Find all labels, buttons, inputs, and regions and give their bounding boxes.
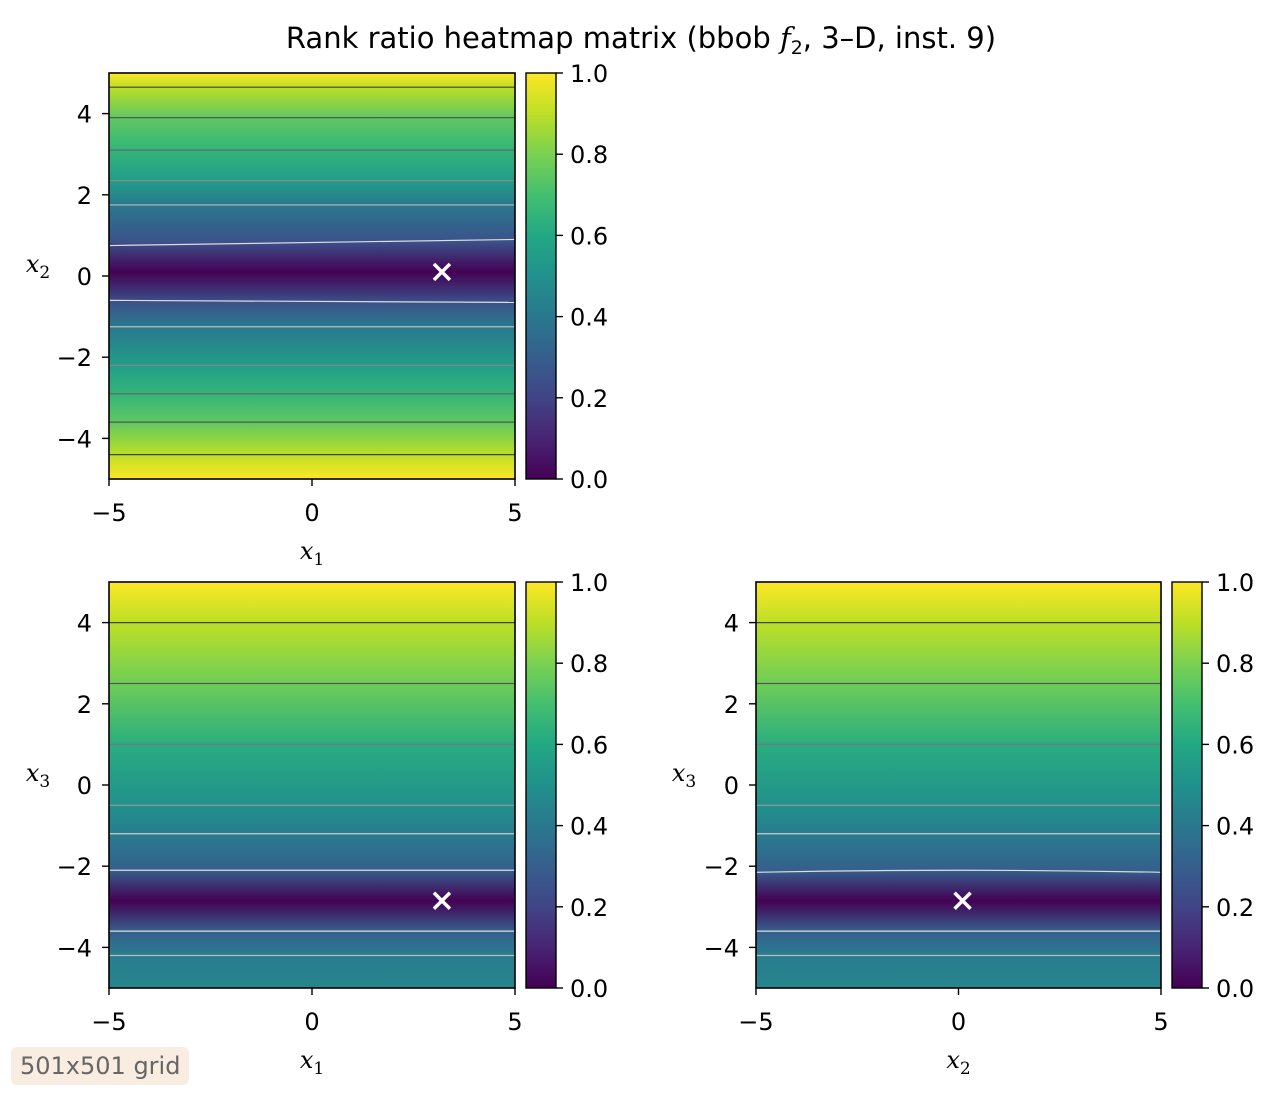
optimum-marker: [432, 262, 452, 282]
y-axis-label: x3: [672, 759, 696, 792]
x-tick-label: 5: [507, 1008, 522, 1036]
x-axis-label: x2: [946, 1046, 970, 1079]
x-tick-label: −5: [91, 1008, 126, 1036]
heatmap-field: [109, 73, 515, 479]
colorbar-tick-label: 0.6: [570, 731, 608, 759]
y-tick-label: −4: [704, 934, 739, 962]
colorbar-tick-label: 0.0: [570, 466, 608, 494]
x-tick-label: 0: [304, 499, 319, 527]
y-axis-label: x2: [26, 250, 50, 283]
heatmap-panel-x1-x2: −5 0 5 −4 −2 0 2 4 x1 x2 0.0 0.2 0.4 0.6 0.8 1.0: [26, 60, 608, 570]
colorbar-tick-label: 0.0: [570, 975, 608, 1003]
colorbar-tick-label: 0.2: [570, 894, 608, 922]
colorbar-tick-label: 0.4: [1216, 813, 1254, 841]
contour-line: [108, 238, 516, 247]
colorbar: 0.0 0.2 0.4 0.6 0.8 1.0: [1171, 569, 1254, 1003]
colorbar-tick-label: 0.2: [1216, 894, 1254, 922]
y-tick-label: 2: [77, 182, 92, 210]
x-tick-label: −5: [738, 1008, 773, 1036]
y-tick-label: 2: [77, 691, 92, 719]
heatmap-panel-x1-x3: −5 0 5 −4 −2 0 2 4 x1 x3 0.0 0.2 0.4 0.6 0.8 1.0: [26, 569, 608, 1079]
x-tick-label: 5: [507, 499, 522, 527]
x-tick-label: 5: [1153, 1008, 1168, 1036]
colorbar-tick-label: 1.0: [1216, 569, 1254, 597]
y-tick-label: 0: [724, 772, 739, 800]
colorbar-tick-label: 0.4: [570, 813, 608, 841]
x-tick-label: −5: [91, 499, 126, 527]
colorbar-tick-label: 1.0: [570, 569, 608, 597]
optimum-marker: [953, 891, 972, 910]
y-tick-label: −2: [57, 344, 92, 372]
heatmap-field: [756, 582, 1161, 988]
colorbar: 0.0 0.2 0.4 0.6 0.8 1.0: [525, 60, 608, 494]
colorbar-tick-label: 0.6: [1216, 731, 1254, 759]
figure-title: Rank ratio heatmap matrix (bbob f2, 3–D,…: [286, 21, 996, 59]
y-tick-label: 2: [724, 691, 739, 719]
y-tick-label: −2: [704, 853, 739, 881]
optimum-marker: [432, 891, 452, 910]
y-tick-label: −4: [57, 425, 92, 453]
heatmap-field: [109, 582, 515, 988]
y-tick-label: 0: [77, 772, 92, 800]
contour-line: [108, 299, 516, 303]
colorbar-tick-label: 0.0: [1216, 975, 1254, 1003]
colorbar-tick-label: 0.2: [570, 385, 608, 413]
contour-line: [755, 869, 1162, 873]
grid-resolution-badge: 501x501 grid: [11, 1047, 190, 1085]
x-tick-label: 0: [304, 1008, 319, 1036]
colorbar-tick-label: 0.8: [1216, 650, 1254, 678]
colorbar-tick-label: 0.8: [570, 650, 608, 678]
colorbar-tick-label: 1.0: [570, 60, 608, 88]
y-tick-label: 4: [724, 610, 739, 638]
x-axis-label: x1: [300, 1046, 324, 1079]
y-tick-label: 4: [77, 610, 92, 638]
colorbar-tick-label: 0.6: [570, 222, 608, 250]
y-tick-label: 4: [77, 101, 92, 129]
colorbar-tick-label: 0.4: [570, 304, 608, 332]
colorbar: 0.0 0.2 0.4 0.6 0.8 1.0: [525, 569, 608, 1003]
y-axis-label: x3: [26, 759, 50, 792]
y-tick-label: 0: [77, 263, 92, 291]
heatmap-panel-x2-x3: −5 0 5 −4 −2 0 2 4 x2 x3 0.0 0.2 0.4 0.6 0.8 1.0: [672, 569, 1254, 1079]
colorbar-tick-label: 0.8: [570, 141, 608, 169]
x-tick-label: 0: [951, 1008, 966, 1036]
y-tick-label: −4: [57, 934, 92, 962]
x-axis-label: x1: [300, 537, 324, 570]
y-tick-label: −2: [57, 853, 92, 881]
